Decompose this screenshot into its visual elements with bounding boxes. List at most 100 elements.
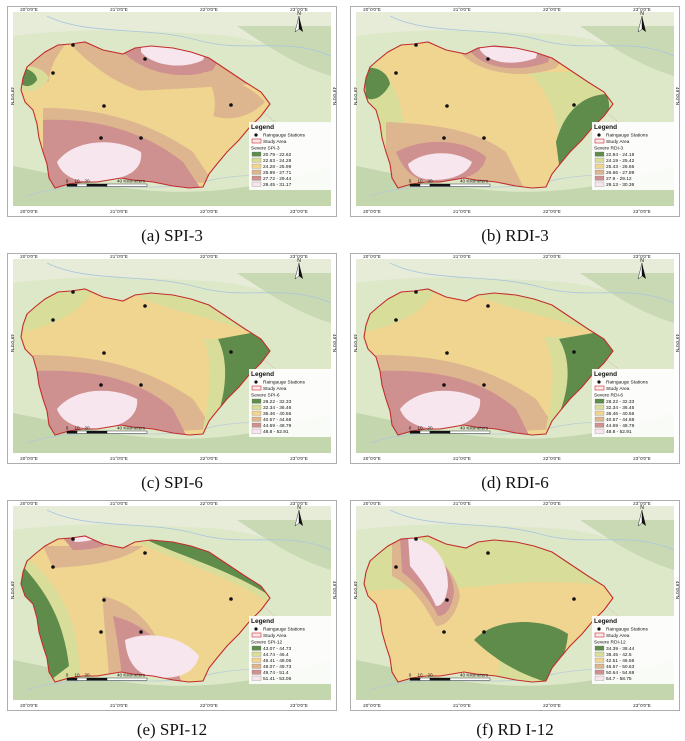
study-area-boundary <box>20 288 271 436</box>
x-tick-bottom: 23°0'0"E <box>633 209 651 214</box>
legend-area-symbol <box>594 385 605 391</box>
scale-label: 10 <box>74 673 80 678</box>
study-area-boundary <box>363 535 614 683</box>
legend-class-swatch <box>251 151 262 157</box>
x-tick-top: 22°0'0"E <box>200 501 218 506</box>
severity-zone <box>364 67 390 100</box>
y-tick-left: 49°0'0"N <box>10 334 15 352</box>
x-tick-top: 20°0'0"E <box>363 254 381 259</box>
scale-label: 20 <box>84 673 90 678</box>
legend-class-swatch <box>251 410 262 416</box>
raingauge-station <box>394 565 398 569</box>
legend-class-swatch <box>594 398 605 404</box>
raingauge-station <box>572 103 576 107</box>
raingauge-station <box>445 598 449 602</box>
scale-label: 20 <box>427 673 433 678</box>
legend-class-swatch <box>251 404 262 410</box>
x-tick-top: 23°0'0"E <box>290 501 308 506</box>
raingauge-station <box>394 71 398 75</box>
map-svg: 20°0'0"E 20°0'0"E 21°0'0"E 21°0'0"E 22°0'0"E… <box>7 500 337 711</box>
legend-class-swatch <box>251 175 262 181</box>
x-tick-bottom: 20°0'0"E <box>363 209 381 214</box>
y-tick-right: 49°0'0"N <box>332 87 337 105</box>
legend-class-swatch <box>594 163 605 169</box>
study-area-boundary <box>363 288 614 436</box>
legend-variable: Severe SPI-6 <box>251 393 280 399</box>
north-arrow-icon: N <box>294 505 303 527</box>
legend-area-label: Study Area <box>606 139 630 145</box>
raingauge-station <box>486 551 490 555</box>
x-tick-bottom: 21°0'0"E <box>453 703 471 708</box>
x-tick-bottom: 20°0'0"E <box>20 703 38 708</box>
x-tick-top: 20°0'0"E <box>20 254 38 259</box>
legend-class-swatch <box>594 151 605 157</box>
legend-class-label: 48.8 - 52.91 <box>606 429 632 435</box>
legend-station-symbol <box>254 627 258 631</box>
legend-class-label: 46.41 - 48.06 <box>263 658 292 664</box>
legend-class-swatch <box>251 181 262 187</box>
legend-class-label: 44.74 - 46.4 <box>263 652 289 658</box>
legend-area-label: Study Area <box>606 386 630 392</box>
map-svg: 20°0'0"E 20°0'0"E 21°0'0"E 21°0'0"E 22°0'0"E… <box>350 500 680 711</box>
raingauge-station <box>143 304 147 308</box>
map-svg: 20°0'0"E 20°0'0"E 21°0'0"E 21°0'0"E 22°0'0"E… <box>7 6 337 217</box>
legend-class-label: 25.43 - 26.66 <box>606 164 635 170</box>
scale-label: 0 <box>66 179 69 184</box>
x-tick-top: 23°0'0"E <box>290 254 308 259</box>
x-tick-bottom: 21°0'0"E <box>453 456 471 461</box>
scale-label: 40 Kilometers <box>460 426 489 431</box>
x-tick-bottom: 23°0'0"E <box>633 456 651 461</box>
legend-class-swatch <box>251 645 262 651</box>
legend-class-label: 32.34 - 36.46 <box>263 405 292 411</box>
raingauge-station <box>51 318 55 322</box>
severity-zone <box>203 72 265 119</box>
raingauge-station <box>572 597 576 601</box>
study-area-boundary <box>20 535 271 683</box>
legend-class-label: 36.46 - 40.56 <box>263 411 292 417</box>
map-svg: 20°0'0"E 20°0'0"E 21°0'0"E 21°0'0"E 22°0'0"E… <box>7 253 337 464</box>
legend-class-swatch <box>594 651 605 657</box>
scale-label: 20 <box>84 179 90 184</box>
scale-bar: 0 10 20 40 Kilometers <box>409 179 491 187</box>
scale-label: 0 <box>409 426 412 431</box>
legend-class-swatch <box>594 657 605 663</box>
legend-class-label: 36.46 - 40.56 <box>606 411 635 417</box>
legend-class-label: 22.63 - 24.28 <box>263 158 292 164</box>
north-arrow-icon: N <box>294 11 303 33</box>
y-tick-right: 49°0'0"N <box>675 581 680 599</box>
legend-class-swatch <box>251 157 262 163</box>
legend-station-label: Raingauge Stations <box>606 133 648 139</box>
legend-class-swatch <box>251 651 262 657</box>
scale-label: 0 <box>66 673 69 678</box>
scale-label: 20 <box>84 426 90 431</box>
legend-title: Legend <box>251 618 274 625</box>
raingauge-station <box>414 290 418 294</box>
legend-class-label: 50.64 - 54.69 <box>606 670 635 676</box>
x-tick-bottom: 22°0'0"E <box>543 209 561 214</box>
map-panel-d: 20°0'0"E 20°0'0"E 21°0'0"E 21°0'0"E 22°0'0"E… <box>350 253 680 464</box>
y-tick-left: 49°0'0"N <box>353 334 358 352</box>
x-tick-top: 20°0'0"E <box>363 7 381 12</box>
raingauge-station <box>139 630 143 634</box>
north-label: N <box>297 505 301 511</box>
legend-area-symbol <box>594 632 605 638</box>
legend-class-label: 25.99 - 27.71 <box>263 170 292 176</box>
x-tick-top: 23°0'0"E <box>290 7 308 12</box>
raingauge-station <box>71 43 75 47</box>
legend-class-label: 27.72 - 29.44 <box>263 176 292 182</box>
legend-station-label: Raingauge Stations <box>606 380 648 386</box>
legend-class-label: 29.13 - 30.36 <box>606 182 635 188</box>
north-arrow-icon: N <box>294 258 303 280</box>
legend-class-label: 29.45 - 31.17 <box>263 182 292 188</box>
x-tick-bottom: 21°0'0"E <box>453 209 471 214</box>
x-tick-bottom: 22°0'0"E <box>200 209 218 214</box>
legend-class-label: 40.57 - 44.68 <box>263 417 292 423</box>
x-tick-top: 20°0'0"E <box>363 501 381 506</box>
x-tick-top: 22°0'0"E <box>543 501 561 506</box>
x-tick-top: 21°0'0"E <box>110 7 128 12</box>
x-tick-top: 21°0'0"E <box>453 501 471 506</box>
raingauge-station <box>51 565 55 569</box>
x-tick-bottom: 21°0'0"E <box>110 703 128 708</box>
legend-class-label: 20.79 - 22.62 <box>263 152 292 158</box>
